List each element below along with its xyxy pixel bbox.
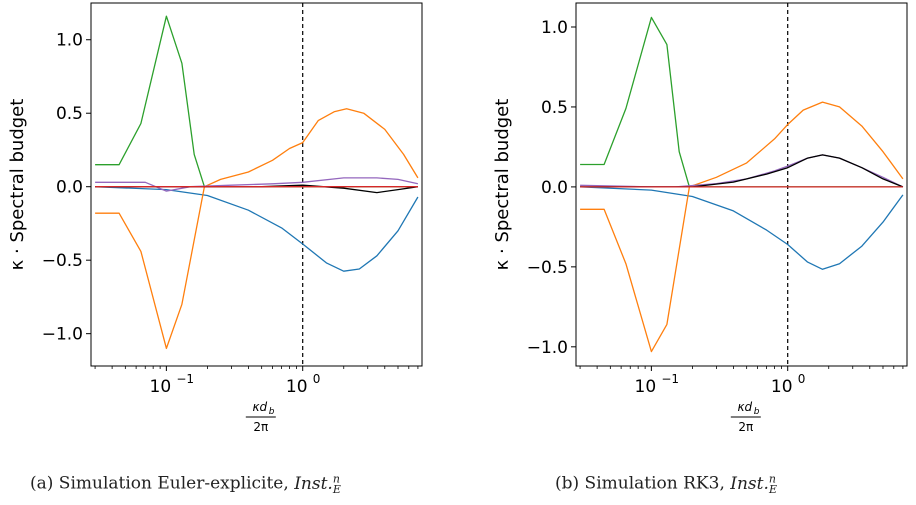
series-line-blue: [580, 186, 904, 270]
x-tick-exponent: 0: [313, 372, 321, 386]
y-axis-label: κ · Spectral budget: [492, 99, 513, 271]
x-tick-label: 10: [286, 377, 308, 397]
caption-a: (a) Simulation Euler-explicite, Inst.nE: [30, 472, 341, 496]
plot-frame: [90, 2, 423, 367]
x-axis-label-denominator: 2π: [253, 420, 268, 434]
chart-a: −1.0 −0.5 0.0 0.5 1.0 10 −1 10 0 κd b2π κ · Spectra…: [7, 2, 423, 434]
series-line-orange: [95, 108, 419, 350]
x-tick-label: 10: [150, 377, 172, 397]
x-tick-label: 10: [771, 377, 793, 397]
y-tick-label: 0.0: [56, 178, 83, 198]
y-tick-label: −0.5: [527, 258, 568, 278]
series-line-green: [580, 16, 903, 188]
y-tick-label: 1.0: [56, 31, 83, 51]
x-tick-label: 10: [635, 377, 657, 397]
x-tick-exponent: −1: [661, 372, 679, 386]
caption-b-math: Inst.nE: [730, 472, 778, 497]
x-axis-label-subscript: b: [269, 407, 275, 417]
series-line-black: [580, 154, 904, 188]
caption-b: (b) Simulation RK3, Inst.nE: [555, 472, 777, 496]
series-line-orange: [580, 101, 904, 353]
y-tick-label: −1.0: [42, 325, 83, 345]
y-tick-label: −0.5: [42, 251, 83, 271]
caption-a-text: (a) Simulation Euler-explicite,: [30, 473, 295, 494]
caption-a-math: Inst.nE: [294, 472, 341, 497]
x-tick-exponent: −1: [176, 372, 194, 386]
x-axis-label-numerator: κd: [737, 400, 752, 414]
x-axis-label-denominator: 2π: [738, 420, 753, 434]
y-axis-label: κ · Spectral budget: [7, 99, 28, 271]
y-tick-label: 1.0: [541, 18, 568, 38]
series-line-purple: [580, 154, 904, 188]
y-tick-label: 0.5: [56, 104, 83, 124]
y-tick-label: 0.0: [541, 178, 568, 198]
plot-frame: [575, 2, 908, 367]
y-tick-label: −1.0: [527, 338, 568, 358]
x-axis-label-subscript: b: [754, 407, 760, 417]
chart-b: −1.0 −0.5 0.0 0.5 1.0 10 −1 10 0 κd b2π κ · Spectra…: [492, 2, 908, 434]
series-line-purple: [95, 177, 419, 192]
x-tick-exponent: 0: [798, 372, 806, 386]
caption-b-text: (b) Simulation RK3,: [555, 473, 731, 494]
x-axis-label-numerator: κd: [252, 400, 267, 414]
series-line-green: [95, 15, 418, 188]
y-tick-label: 0.5: [541, 98, 568, 118]
series-line-blue: [95, 186, 419, 272]
